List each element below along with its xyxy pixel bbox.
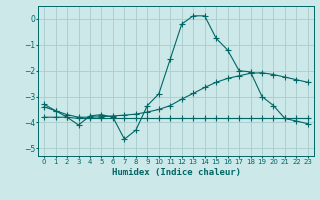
X-axis label: Humidex (Indice chaleur): Humidex (Indice chaleur) <box>111 168 241 177</box>
